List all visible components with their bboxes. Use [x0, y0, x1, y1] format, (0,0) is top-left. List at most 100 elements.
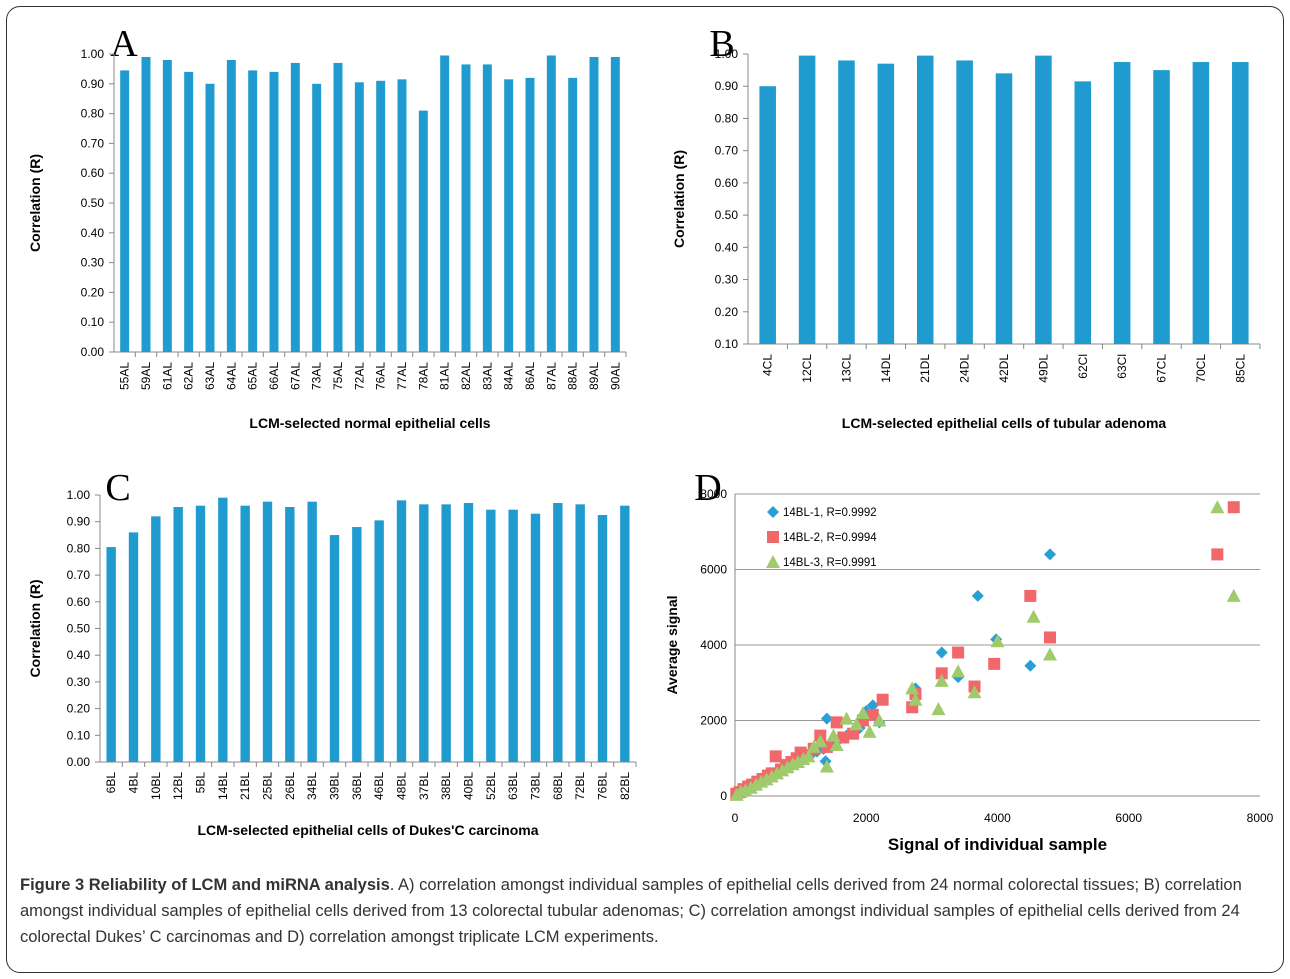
- bar: [248, 70, 258, 352]
- x-tick-label: 76AL: [374, 362, 388, 390]
- bar: [620, 505, 630, 762]
- y-tick-label: 0.90: [81, 77, 105, 91]
- x-tick-label: 75AL: [331, 362, 345, 390]
- x-tick-label: 62Cl: [1076, 354, 1090, 379]
- data-point: [1043, 647, 1057, 661]
- panel-label: C: [105, 467, 130, 509]
- x-tick-label: 67CL: [1155, 354, 1169, 383]
- y-tick-label: 6000: [700, 563, 727, 577]
- y-axis-title: Correlation (R): [27, 154, 43, 252]
- bar: [120, 70, 130, 352]
- x-tick-label: 84AL: [502, 362, 516, 390]
- x-tick-label: 72AL: [352, 362, 366, 390]
- bar: [597, 515, 608, 762]
- x-tick-label: 88AL: [566, 362, 580, 390]
- bar: [226, 59, 236, 353]
- bar: [418, 110, 428, 353]
- x-axis-title: Signal of individual sample: [888, 835, 1107, 854]
- x-tick-label: 72BL: [573, 772, 587, 800]
- bar: [285, 507, 295, 762]
- x-tick-label: 90AL: [608, 362, 622, 390]
- bar: [195, 505, 206, 762]
- bar: [1074, 81, 1092, 344]
- panel-label: A: [110, 23, 138, 65]
- x-axis-title: LCM-selected epithelial cells of Dukes'C…: [198, 822, 539, 838]
- x-tick-label: 85CL: [1233, 354, 1247, 383]
- panel-label: D: [694, 467, 721, 509]
- data-point: [855, 705, 870, 719]
- x-tick-label: 77AL: [395, 362, 409, 390]
- caption-title: Figure 3 Reliability of LCM and miRNA an…: [20, 876, 390, 894]
- y-tick-label: 0.70: [81, 136, 105, 150]
- legend: 14BL-1, R=0.9992 14BL-2, R=0.9994 14BL-3, …: [766, 506, 877, 569]
- data-point: [830, 716, 843, 729]
- bar: [575, 504, 585, 762]
- data-point: [829, 738, 844, 752]
- x-tick-label: 63AL: [203, 362, 217, 390]
- data-point: [990, 634, 1005, 648]
- data-point: [837, 731, 850, 744]
- y-tick-label: 0.60: [67, 595, 91, 609]
- x-tick-label: 6000: [1115, 811, 1142, 825]
- data-point: [1211, 548, 1224, 561]
- bar: [151, 516, 161, 762]
- x-tick-label: 38BL: [439, 772, 453, 800]
- panel-d: D 0 2000 4000 6000 8000 0 2000 4000 6000 8000 Signa…: [664, 467, 1274, 854]
- y-tick-label: 0.40: [715, 240, 739, 254]
- x-tick-label: 86AL: [523, 362, 537, 390]
- y-tick-label: 0.10: [67, 728, 91, 742]
- bar: [463, 503, 474, 762]
- y-tick-label: 0.90: [67, 515, 91, 529]
- bar: [440, 55, 450, 353]
- bar: [546, 55, 556, 353]
- x-tick-label: 73BL: [529, 772, 543, 800]
- x-tick-label: 14BL: [216, 772, 230, 800]
- x-tick-label: 89AL: [587, 362, 601, 390]
- legend-marker: [766, 555, 780, 568]
- legend-label: 14BL-2, R=0.9994: [783, 532, 877, 544]
- bar: [1113, 62, 1131, 345]
- x-tick-label: 70CL: [1194, 354, 1208, 383]
- bar: [610, 56, 620, 352]
- bar: [184, 71, 194, 352]
- y-axis-title: Average signal: [664, 595, 680, 694]
- bar: [333, 62, 343, 352]
- bar: [240, 505, 250, 762]
- bar: [374, 520, 384, 762]
- x-tick-label: 6BL: [104, 772, 118, 794]
- data-point: [872, 713, 887, 727]
- y-tick-label: 0.70: [67, 568, 91, 582]
- x-tick-label: 65AL: [246, 362, 260, 390]
- x-tick-label: 73AL: [310, 362, 324, 390]
- data-point: [820, 712, 833, 725]
- x-tick-label: 81AL: [438, 362, 452, 390]
- data-point: [1026, 609, 1041, 623]
- x-tick-label: 42DL: [997, 354, 1011, 383]
- bar: [290, 62, 300, 352]
- data-point: [908, 692, 923, 706]
- data-point: [866, 699, 879, 712]
- x-tick-label: 21DL: [918, 354, 932, 383]
- x-tick-label: 76BL: [596, 772, 610, 800]
- legend-marker: [767, 531, 779, 543]
- series-1: [730, 548, 1056, 801]
- x-tick-label: 61AL: [160, 362, 174, 390]
- figure-caption: Figure 3 Reliability of LCM and miRNA an…: [20, 872, 1270, 950]
- data-point: [862, 724, 877, 738]
- data-point: [1044, 631, 1056, 644]
- x-tick-label: 26BL: [283, 772, 297, 800]
- data-point: [935, 646, 948, 659]
- bar: [162, 59, 172, 353]
- caption-text: . A) correlation amongst individual samp…: [20, 876, 1242, 946]
- y-tick-label: 0.40: [81, 226, 105, 240]
- figure-frame: [6, 6, 1284, 973]
- x-tick-label: 64AL: [224, 362, 238, 390]
- y-tick-label: 0.20: [81, 285, 105, 299]
- data-point: [849, 717, 864, 731]
- y-tick-label: 0.80: [715, 111, 739, 125]
- x-tick-label: 62AL: [182, 362, 196, 390]
- bar: [530, 513, 541, 762]
- data-point: [931, 702, 946, 716]
- y-tick-label: 1.00: [81, 47, 105, 61]
- bar: [877, 63, 895, 345]
